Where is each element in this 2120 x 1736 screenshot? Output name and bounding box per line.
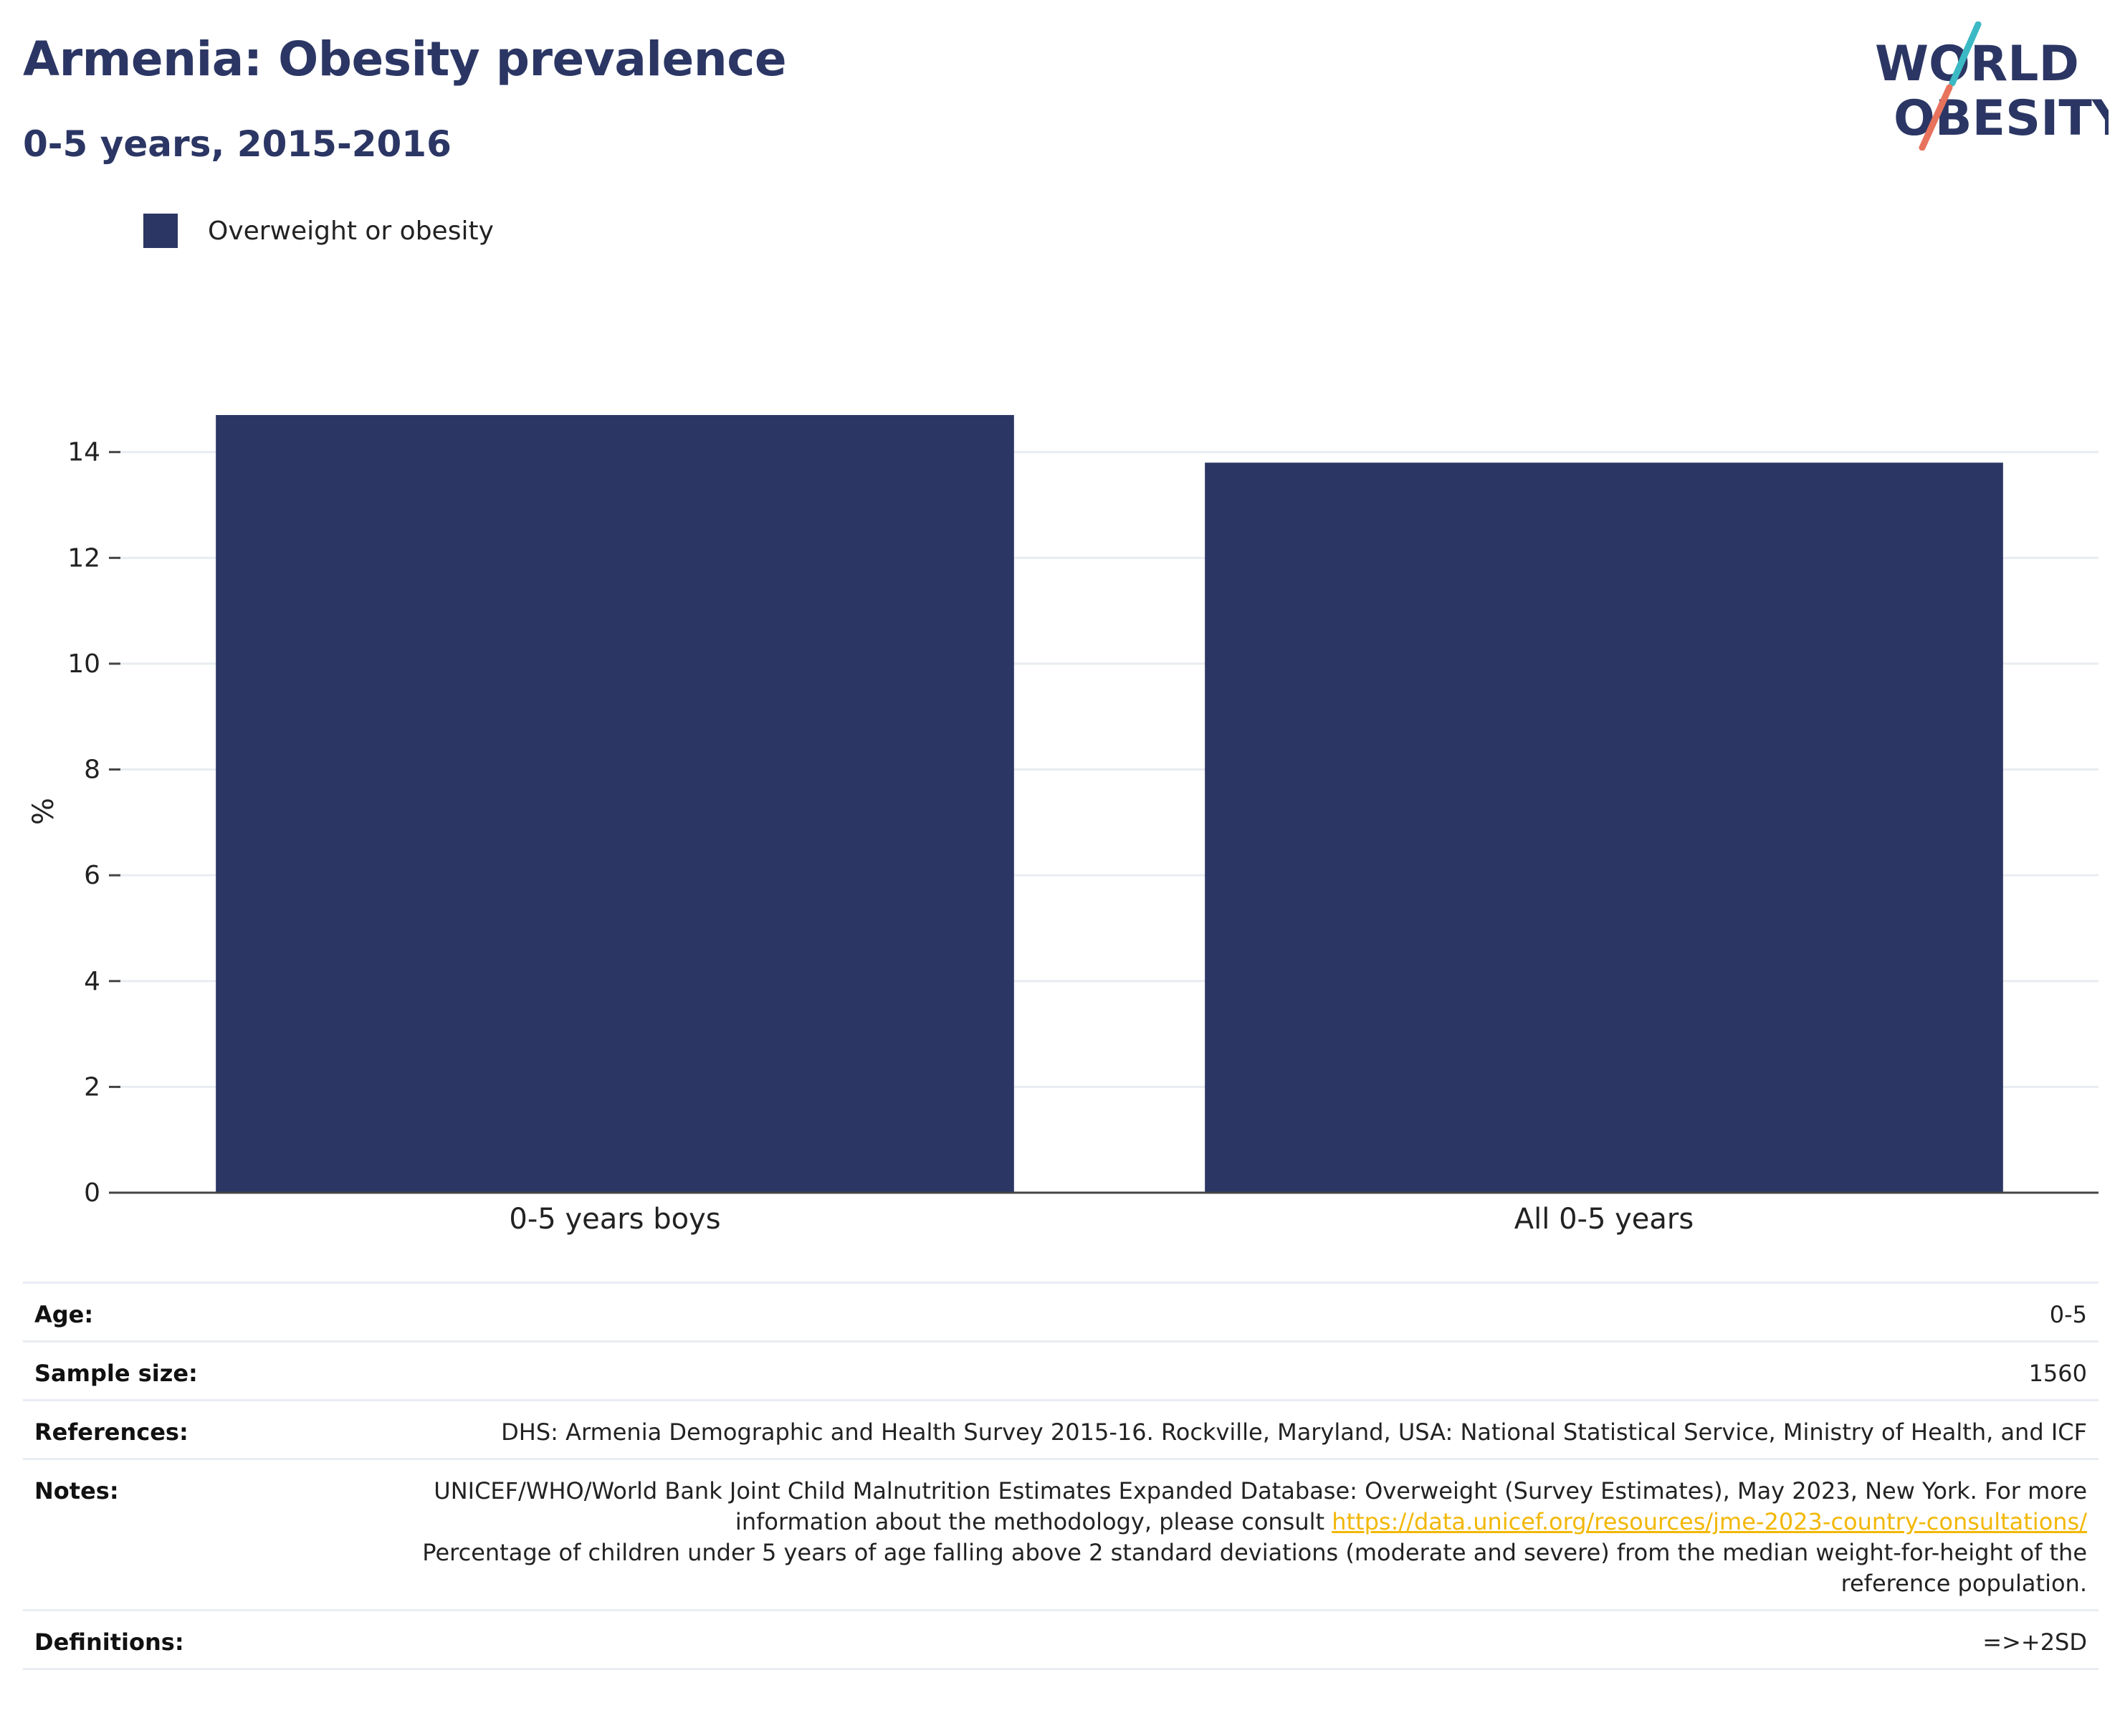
- age-value: 0-5: [347, 1282, 2098, 1342]
- sample-size-label: Sample size:: [23, 1340, 347, 1401]
- references-label: References:: [23, 1399, 347, 1459]
- logo-text-world: WORLD: [1875, 36, 2079, 92]
- definitions-label: Definitions:: [23, 1609, 347, 1670]
- y-tick-label: 2: [84, 1072, 100, 1102]
- references-value: DHS: Armenia Demographic and Health Surv…: [347, 1399, 2098, 1459]
- metadata-table: Age: 0-5 Sample size: 1560 References: D…: [23, 1282, 2098, 1670]
- notes-value: UNICEF/WHO/World Bank Joint Child Malnut…: [347, 1458, 2098, 1611]
- notes-text: UNICEF/WHO/World Bank Joint Child Malnut…: [434, 1477, 2087, 1535]
- sample-size-value: 1560: [347, 1340, 2098, 1401]
- legend-swatch: [143, 214, 178, 248]
- x-category-label: All 0-5 years: [1514, 1203, 1694, 1236]
- x-category-label: 0-5 years boys: [509, 1203, 720, 1236]
- sample-size-row: Sample size: 1560: [23, 1340, 2098, 1401]
- y-tick-label: 10: [67, 649, 100, 679]
- y-tick-labels: 0 2 4 6 8 10 12 14: [67, 438, 120, 1208]
- y-tick-label: 4: [84, 967, 100, 996]
- age-row: Age: 0-5: [23, 1282, 2098, 1342]
- references-row: References: DHS: Armenia Demographic and…: [23, 1399, 2098, 1459]
- chart-subtitle: 0-5 years, 2015-2016: [23, 123, 452, 165]
- notes-label: Notes:: [23, 1458, 347, 1611]
- bars: [216, 415, 2003, 1193]
- logo-slash-teal: [1949, 22, 1982, 87]
- notes-definition-text: Percentage of children under 5 years of …: [422, 1539, 2087, 1597]
- y-tick-label: 12: [67, 543, 100, 573]
- definitions-value: =>+2SD: [347, 1609, 2098, 1670]
- x-category-labels: 0-5 years boys All 0-5 years: [509, 1203, 1694, 1236]
- chart-title: Armenia: Obesity prevalence: [23, 32, 787, 87]
- methodology-link[interactable]: https://data.unicef.org/resources/jme-20…: [1332, 1508, 2087, 1535]
- world-obesity-logo: WORLD OBESITY: [1875, 22, 2109, 151]
- legend-label: Overweight or obesity: [208, 216, 494, 246]
- y-tick-label: 0: [84, 1178, 100, 1208]
- y-tick-label: 8: [84, 755, 100, 785]
- y-tick-label: 14: [67, 438, 100, 467]
- age-label: Age:: [23, 1282, 347, 1342]
- y-axis-title: %: [27, 798, 60, 825]
- definitions-row: Definitions: =>+2SD: [23, 1609, 2098, 1670]
- legend: Overweight or obesity: [143, 214, 494, 248]
- notes-row: Notes: UNICEF/WHO/World Bank Joint Child…: [23, 1458, 2098, 1611]
- y-tick-label: 6: [84, 861, 100, 890]
- logo-slash-coral: [1919, 84, 1953, 151]
- bar: [216, 415, 1014, 1193]
- bar: [1205, 462, 2003, 1193]
